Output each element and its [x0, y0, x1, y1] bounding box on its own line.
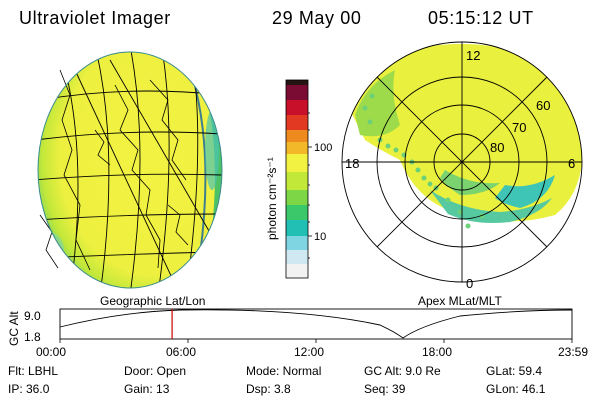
colorbar: 100 10 photon cm⁻²s⁻¹ — [265, 79, 332, 279]
info-seq: Seq: 39 — [364, 382, 406, 396]
geographic-globe — [37, 51, 223, 289]
info-glon: GLon: 46.1 — [486, 382, 546, 396]
mlt-label-0: 0 — [466, 276, 473, 291]
colorbar-tick-10: 10 — [314, 231, 326, 243]
colorbar-swatch — [286, 130, 308, 142]
left-panel-label: Geographic Lat/Lon — [100, 294, 205, 308]
mlat-label-70: 70 — [512, 120, 526, 135]
instrument-title: Ultraviolet Imager — [19, 8, 171, 28]
mlt-label-6: 6 — [568, 156, 575, 171]
colorbar-swatch — [286, 190, 308, 205]
colorbar-swatch — [286, 205, 308, 220]
colorbar-swatch — [286, 264, 308, 278]
colorbar-label: photon cm⁻²s⁻¹ — [265, 157, 279, 240]
orbit-ylabel: GC Alt — [7, 311, 21, 346]
orbit-altitude-plot: 9.0 1.8 GC Alt 00:00 06:00 12:00 18:00 2… — [7, 308, 588, 359]
mlt-label-12: 12 — [466, 48, 480, 63]
mlt-label-18: 18 — [345, 156, 359, 171]
orbit-xtick-4: 23:59 — [558, 345, 588, 359]
info-flt: Flt: LBHL — [8, 364, 59, 378]
orbit-ytick-top: 9.0 — [24, 309, 41, 323]
colorbar-swatch — [286, 80, 308, 85]
colorbar-swatch — [286, 236, 308, 250]
orbit-xtick-0: 00:00 — [36, 345, 66, 359]
colorbar-swatch — [286, 154, 308, 172]
colorbar-swatch — [286, 250, 308, 264]
colorbar-swatch — [286, 85, 308, 100]
colorbar-tick-100: 100 — [314, 142, 332, 154]
date-label: 29 May 00 — [272, 8, 362, 28]
orbit-ytick-bottom: 1.8 — [24, 330, 41, 344]
info-mode: Mode: Normal — [246, 364, 322, 378]
mlat-label-60: 60 — [536, 98, 550, 113]
right-panel-label: Apex MLat/MLT — [418, 294, 502, 308]
time-label: 05:15:12 UT — [428, 8, 534, 28]
orbit-xtick-1: 06:00 — [166, 345, 196, 359]
orbit-xtick-2: 12:00 — [294, 345, 324, 359]
mlat-label-80: 80 — [490, 140, 504, 155]
colorbar-swatch — [286, 115, 308, 130]
colorbar-swatch — [286, 220, 308, 236]
apex-polar-plot: 12 18 6 0 60 70 80 — [341, 41, 583, 291]
info-glat: GLat: 59.4 — [486, 364, 543, 378]
info-door: Door: Open — [124, 364, 187, 378]
info-ip: IP: 36.0 — [8, 382, 50, 396]
colorbar-swatch — [286, 142, 308, 154]
orbit-xtick-3: 18:00 — [422, 345, 452, 359]
info-gain: Gain: 13 — [124, 382, 170, 396]
info-gc-alt: GC Alt: 9.0 Re — [364, 364, 441, 378]
colorbar-swatch — [286, 172, 308, 190]
info-dsp: Dsp: 3.8 — [246, 382, 291, 396]
colorbar-swatch — [286, 100, 308, 115]
